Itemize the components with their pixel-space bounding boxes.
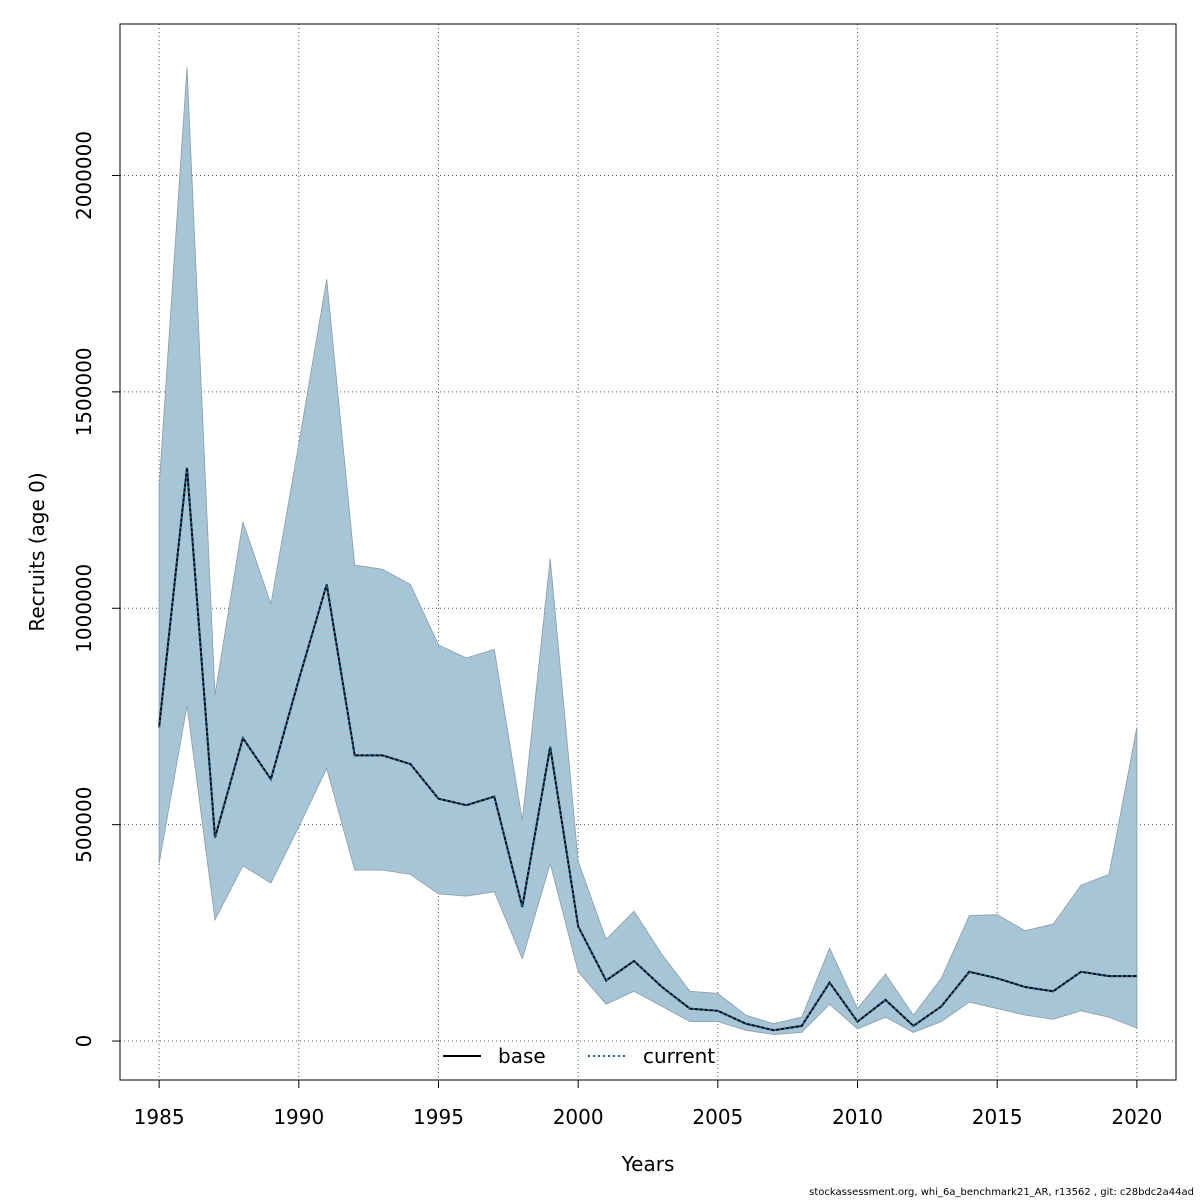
y-tick-label: 1500000: [72, 347, 96, 436]
series-line-current: [158, 467, 1137, 1032]
x-tick-label: 2015: [972, 1105, 1023, 1129]
x-tick-label: 2000: [553, 1105, 604, 1129]
y-axis-title: Recruits (age 0): [25, 472, 49, 631]
plot-frame: [119, 23, 1177, 1081]
x-tick-label: 1995: [413, 1105, 464, 1129]
y-tick-label: 1000000: [72, 564, 96, 653]
x-tick-label: 2010: [832, 1105, 883, 1129]
footer-text: stockassessment.org, whi_6a_benchmark21_…: [809, 1187, 1194, 1198]
confidence-band: [158, 67, 1138, 1036]
x-tick-label: 1990: [273, 1105, 324, 1129]
series-lines-layer: [158, 467, 1137, 1032]
x-axis: 1985 1990 1995 2000 2005 2010 2015 2020: [134, 1079, 1162, 1129]
y-tick-label: 500000: [72, 787, 96, 863]
confidence-band-layer: [158, 67, 1138, 1036]
legend-current-label: current: [643, 1044, 715, 1068]
x-tick-label: 2020: [1111, 1105, 1162, 1129]
legend: base current: [443, 1044, 715, 1068]
legend-base-label: base: [498, 1044, 546, 1068]
y-tick-label: 0: [72, 1035, 96, 1048]
x-axis-title: Years: [621, 1152, 675, 1176]
x-tick-label: 2005: [692, 1105, 743, 1129]
grid-lines: [120, 24, 1176, 1080]
y-tick-label: 2000000: [72, 131, 96, 220]
y-axis: 0 500000 1000000 1500000 2000000: [72, 131, 121, 1048]
x-tick-label: 1985: [134, 1105, 185, 1129]
